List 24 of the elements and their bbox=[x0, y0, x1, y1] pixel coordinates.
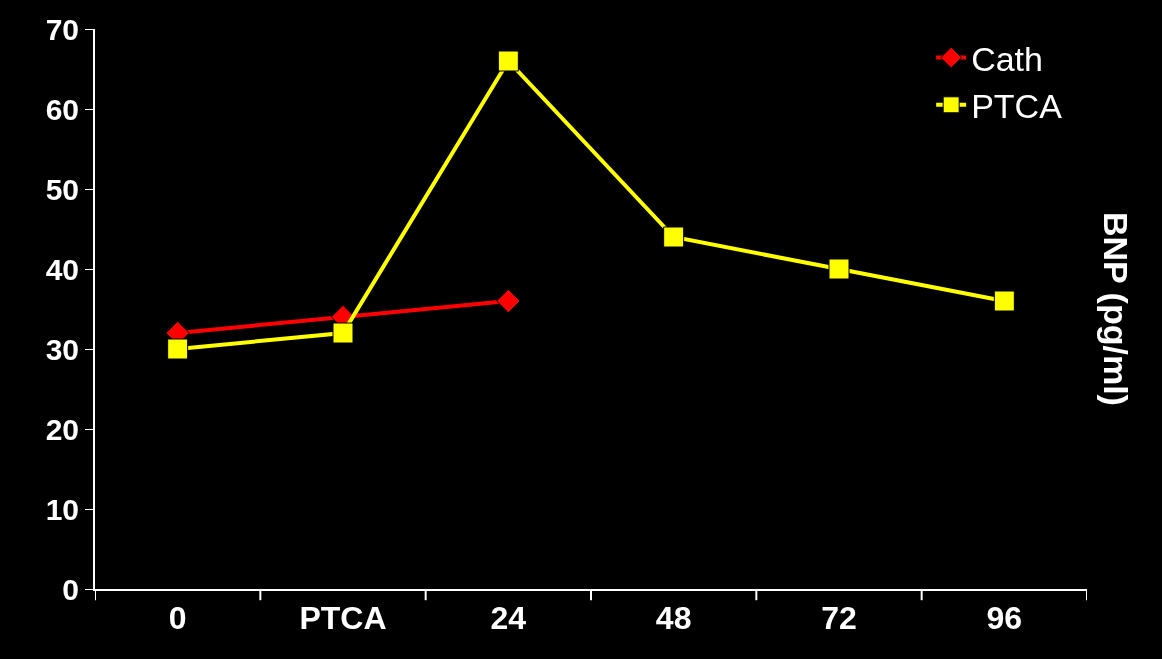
x-tick-label: 72 bbox=[821, 600, 857, 637]
y-tick-label: 40 bbox=[45, 252, 79, 286]
y-tick-label: 30 bbox=[45, 332, 79, 366]
y-tick-label: 70 bbox=[45, 12, 79, 46]
y-tick-label: 50 bbox=[45, 172, 79, 206]
legend-label: PTCA bbox=[971, 87, 1063, 126]
y-tick-label: 60 bbox=[45, 92, 79, 126]
point bbox=[828, 258, 850, 280]
point bbox=[993, 290, 1015, 312]
x-tick-label: 24 bbox=[490, 600, 527, 637]
x-tick-label: PTCA bbox=[299, 600, 387, 637]
legend-label: Cath bbox=[971, 39, 1043, 78]
x-tick-label: 48 bbox=[655, 600, 692, 637]
point bbox=[497, 50, 519, 72]
point bbox=[496, 288, 521, 314]
x-tick-label: 0 bbox=[168, 600, 187, 637]
point bbox=[663, 226, 685, 248]
point bbox=[167, 338, 189, 360]
y-axis-title: BNP (pg/ml) bbox=[1097, 212, 1135, 406]
y-tick-label: 0 bbox=[62, 572, 79, 606]
point bbox=[332, 322, 354, 344]
y-tick-label: 10 bbox=[45, 492, 79, 526]
y-tick-label: 20 bbox=[45, 412, 79, 446]
x-tick-label: 96 bbox=[986, 600, 1023, 637]
